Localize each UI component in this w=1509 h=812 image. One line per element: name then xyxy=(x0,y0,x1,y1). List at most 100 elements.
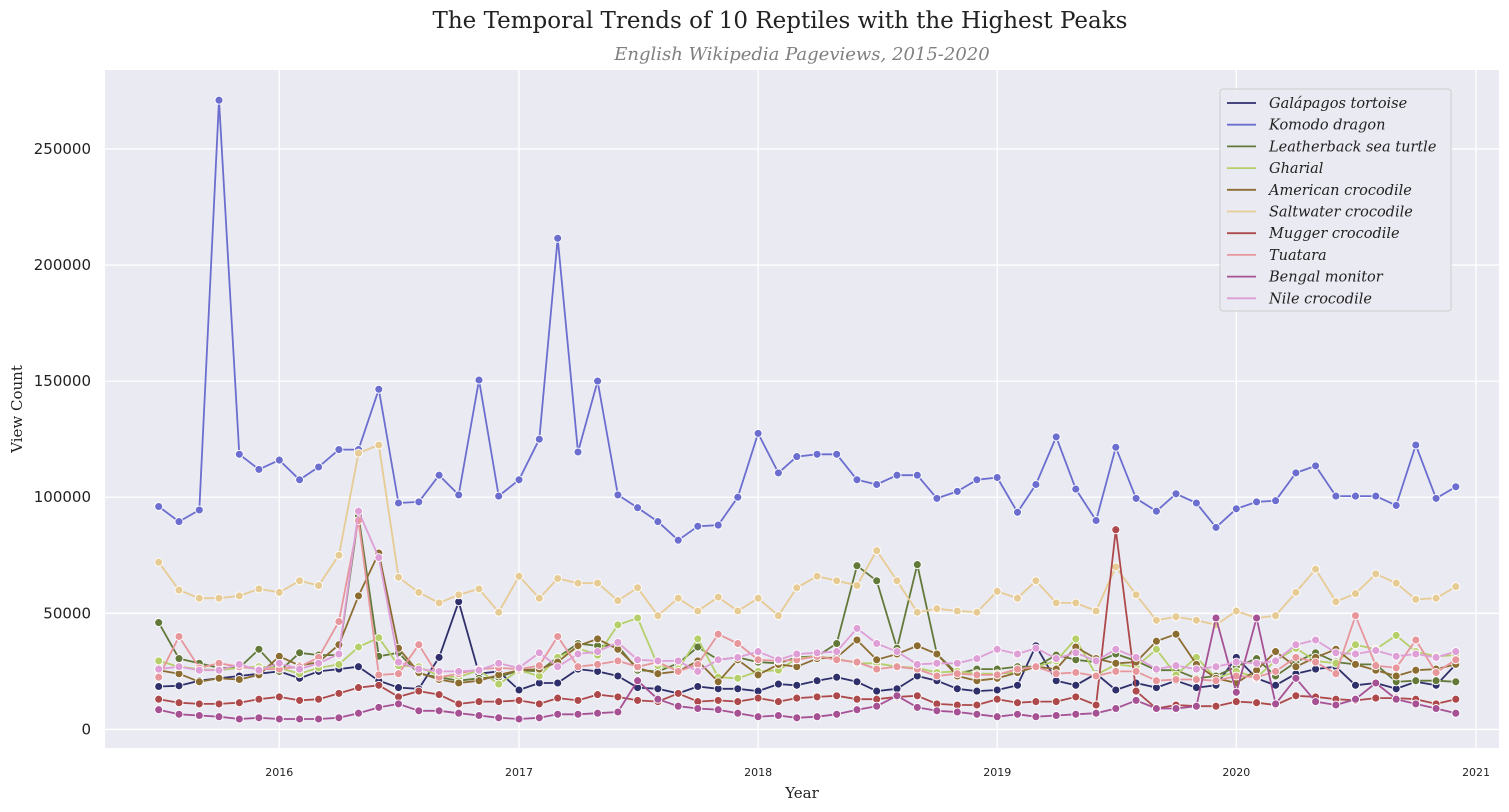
data-point xyxy=(812,712,822,722)
legend-item: Gharial xyxy=(1227,161,1324,177)
data-point xyxy=(354,506,363,516)
data-point xyxy=(494,491,504,501)
data-point xyxy=(494,679,504,689)
data-point xyxy=(1291,468,1301,478)
data-point xyxy=(553,662,563,672)
grid-lines xyxy=(105,70,1499,748)
data-point xyxy=(274,455,284,465)
data-point xyxy=(295,648,305,658)
data-point xyxy=(154,502,164,511)
data-point xyxy=(194,505,204,515)
data-point xyxy=(613,620,623,630)
data-point xyxy=(1351,491,1360,501)
data-point xyxy=(1371,491,1381,501)
data-point xyxy=(892,576,902,586)
data-point xyxy=(753,693,763,703)
data-point xyxy=(872,546,882,556)
data-point xyxy=(274,692,284,702)
data-point xyxy=(952,606,962,616)
data-point xyxy=(673,701,683,711)
data-point xyxy=(753,712,763,722)
data-point xyxy=(613,490,623,500)
data-point xyxy=(773,697,783,707)
data-point xyxy=(992,670,1002,680)
data-point xyxy=(1371,678,1381,688)
data-point xyxy=(374,680,384,690)
data-point xyxy=(892,470,902,480)
data-point xyxy=(454,490,464,500)
legend-label: American crocodile xyxy=(1267,183,1412,199)
data-point xyxy=(334,713,344,723)
data-point xyxy=(613,707,623,717)
data-point xyxy=(952,486,962,496)
legend-item: Bengal monitor xyxy=(1227,270,1384,286)
data-point xyxy=(354,708,363,718)
legend-item: Nile crocodile xyxy=(1227,291,1372,307)
data-point xyxy=(1191,664,1201,674)
data-point xyxy=(1031,576,1041,586)
data-point xyxy=(573,662,583,672)
data-point xyxy=(713,520,723,530)
data-point xyxy=(653,694,663,704)
data-point xyxy=(872,701,882,711)
data-point xyxy=(1091,656,1101,666)
data-point xyxy=(1411,594,1421,604)
data-point xyxy=(1451,582,1461,592)
data-point xyxy=(932,658,942,668)
data-point xyxy=(812,648,822,658)
data-point xyxy=(474,375,484,385)
data-point xyxy=(174,517,184,527)
data-point xyxy=(1051,654,1061,664)
data-point xyxy=(334,445,344,455)
data-point xyxy=(394,699,403,709)
data-point xyxy=(214,665,224,675)
data-point xyxy=(494,713,504,723)
data-point xyxy=(713,705,723,715)
legend-label: Saltwater crocodile xyxy=(1269,205,1413,221)
data-point xyxy=(1271,496,1281,506)
data-point xyxy=(773,468,783,478)
data-point xyxy=(1111,644,1121,654)
data-point xyxy=(573,578,583,588)
y-tick-label: 200000 xyxy=(34,256,91,274)
data-point xyxy=(414,664,424,674)
data-point xyxy=(872,664,882,674)
data-point xyxy=(792,452,802,462)
data-point xyxy=(733,708,743,718)
data-point xyxy=(753,593,763,603)
data-point xyxy=(872,655,882,665)
data-point xyxy=(1431,704,1441,713)
data-point xyxy=(174,632,184,641)
data-point xyxy=(1171,612,1181,622)
data-point xyxy=(1252,613,1262,623)
data-point xyxy=(194,665,204,675)
data-point xyxy=(234,591,244,601)
data-point xyxy=(673,656,683,666)
data-point xyxy=(1191,498,1201,508)
data-point xyxy=(1171,704,1181,713)
data-point xyxy=(1411,635,1421,645)
data-point xyxy=(1071,484,1081,494)
data-point xyxy=(1151,676,1161,686)
data-point xyxy=(1031,480,1041,489)
data-point xyxy=(1291,652,1301,662)
data-point xyxy=(295,714,305,724)
data-point xyxy=(154,682,164,691)
data-point xyxy=(454,708,464,718)
data-point xyxy=(1331,597,1341,607)
data-point xyxy=(314,581,324,590)
data-point xyxy=(1051,669,1061,679)
legend-label: Komodo dragon xyxy=(1268,118,1385,134)
data-point xyxy=(1391,671,1401,681)
y-tick-label: 100000 xyxy=(34,488,91,506)
data-point xyxy=(1211,522,1221,532)
data-point xyxy=(1371,569,1381,579)
data-point xyxy=(573,649,583,659)
data-point xyxy=(972,607,982,617)
data-point xyxy=(613,637,623,647)
data-point xyxy=(494,658,504,668)
data-point xyxy=(154,664,164,674)
data-point xyxy=(932,706,942,716)
data-point xyxy=(972,654,982,664)
data-point xyxy=(1071,648,1081,658)
